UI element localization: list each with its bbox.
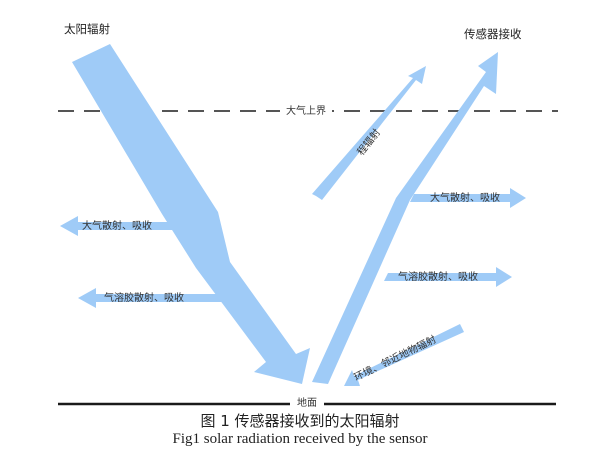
- env-radiation-arrow: [344, 324, 464, 386]
- atm-scatter-right-label: 大气散射、吸收: [430, 191, 500, 204]
- aerosol-scatter-right-label: 气溶胶散射、吸收: [398, 270, 478, 283]
- ground-label: 地面: [297, 396, 317, 409]
- caption-chinese: 图 1 传感器接收到的太阳辐射: [200, 412, 400, 430]
- aerosol-scatter-right-arrow: [384, 267, 512, 287]
- sensor-receive-label: 传感器接收: [464, 27, 522, 41]
- atmosphere-top-label: 大气上界: [286, 104, 326, 117]
- env-radiation-label: 环境、邻近地物辐射: [352, 333, 439, 384]
- aerosol-scatter-left-arrow: [78, 288, 236, 308]
- reflected-to-sensor-arrow: [312, 52, 498, 384]
- aerosol-scatter-left-label: 气溶胶散射、吸收: [104, 291, 184, 304]
- atm-scatter-left-label: 大气散射、吸收: [82, 219, 152, 232]
- caption-english: Fig1 solar radiation received by the sen…: [172, 431, 428, 447]
- atm-scatter-right-arrow: [410, 188, 526, 208]
- atm-scatter-left-arrow: [60, 216, 182, 236]
- solar-incoming-arrow: [72, 44, 310, 384]
- solar-radiation-label: 太阳辐射: [64, 22, 110, 36]
- path-radiation-arrow: [312, 66, 426, 200]
